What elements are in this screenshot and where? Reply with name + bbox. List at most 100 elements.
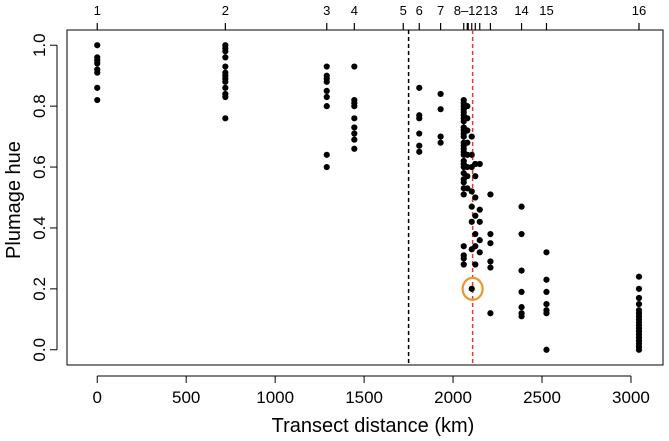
data-point — [222, 48, 229, 55]
data-point — [222, 93, 229, 101]
highlight-circle — [461, 276, 484, 301]
data-point — [468, 285, 475, 292]
reference-lines — [407, 30, 474, 365]
data-point — [464, 103, 471, 110]
data-point — [94, 96, 101, 104]
data-point — [460, 261, 467, 268]
data-point — [464, 151, 471, 158]
data-point — [472, 194, 479, 201]
data-point — [543, 300, 550, 308]
data-point — [94, 60, 101, 67]
data-point — [472, 261, 479, 268]
site-label: 2 — [222, 3, 229, 18]
data-point — [94, 42, 101, 49]
data-point — [476, 237, 483, 244]
data-point — [472, 160, 479, 168]
data-point — [351, 124, 358, 131]
data-point — [460, 243, 467, 250]
data-point — [468, 133, 475, 140]
data-point — [635, 346, 643, 353]
data-point — [94, 69, 101, 76]
site-label: 7 — [437, 3, 444, 18]
data-point — [468, 218, 475, 225]
x-tick-label: 1000 — [256, 388, 294, 407]
data-point — [468, 188, 475, 195]
data-point — [416, 148, 423, 155]
x-tick-label: 2500 — [523, 388, 561, 407]
data-points — [94, 42, 643, 353]
data-point — [635, 294, 643, 302]
data-point — [351, 136, 358, 143]
data-point — [518, 304, 525, 311]
data-point — [416, 115, 423, 122]
data-point — [543, 249, 550, 256]
x-tick-label: 0 — [93, 388, 102, 407]
site-label-axis: 1 2 3 4 5 6 7 8–12 13 14 15 16 — [94, 3, 646, 30]
plot-frame — [66, 29, 664, 366]
data-point — [487, 258, 494, 265]
data-point — [437, 133, 444, 140]
data-point — [351, 145, 358, 152]
data-point — [487, 264, 494, 271]
data-point — [635, 300, 643, 308]
data-point — [460, 255, 467, 262]
data-point — [518, 313, 525, 320]
data-point — [543, 346, 550, 353]
data-point — [476, 206, 483, 213]
data-point — [437, 106, 444, 113]
data-point — [323, 63, 330, 70]
x-axis-label: Transect distance (km) — [272, 415, 475, 437]
data-point — [635, 285, 643, 292]
y-tick-label: 0.8 — [30, 94, 49, 118]
data-point — [468, 151, 475, 158]
y-axis: 0.0 0.2 0.4 0.6 0.8 1.0 — [30, 33, 58, 362]
data-point — [476, 160, 483, 168]
data-point — [464, 185, 471, 192]
x-tick-label: 1500 — [345, 388, 383, 407]
site-label: 14 — [514, 3, 528, 18]
data-point — [351, 63, 358, 70]
data-point — [464, 139, 471, 146]
data-point — [487, 310, 494, 317]
data-point — [437, 139, 444, 146]
data-point — [222, 115, 229, 122]
site-label: 16 — [632, 3, 646, 18]
data-point — [437, 90, 444, 98]
y-tick-label: 0.6 — [30, 155, 49, 179]
data-point — [487, 240, 494, 247]
site-label: 3 — [323, 3, 330, 18]
site-label: 4 — [351, 3, 358, 18]
plot-border — [66, 29, 664, 366]
data-point — [323, 163, 330, 171]
data-point — [635, 273, 643, 280]
x-tick-label: 2000 — [434, 388, 472, 407]
data-point — [518, 288, 525, 296]
highlight-layer — [461, 276, 484, 301]
data-point — [487, 230, 494, 238]
data-point — [543, 288, 550, 296]
data-point — [464, 173, 471, 180]
data-point — [222, 78, 229, 85]
site-label: 6 — [416, 3, 423, 18]
data-point — [518, 230, 525, 238]
data-point — [464, 163, 471, 171]
site-label: 15 — [539, 3, 553, 18]
data-point — [323, 93, 330, 101]
data-point — [351, 115, 358, 122]
data-point — [472, 212, 479, 219]
data-point — [472, 230, 479, 238]
data-point — [323, 87, 330, 95]
data-point — [222, 54, 229, 61]
data-point — [472, 243, 479, 250]
data-point — [543, 310, 550, 317]
data-point — [222, 84, 229, 91]
site-label: 1 — [94, 3, 101, 18]
data-point — [323, 151, 330, 158]
site-label: 5 — [400, 3, 407, 18]
data-point — [94, 84, 101, 91]
y-tick-label: 0.2 — [30, 277, 49, 301]
data-point — [468, 203, 475, 210]
y-tick-label: 0.4 — [30, 216, 49, 240]
y-tick-label: 1.0 — [30, 33, 49, 57]
